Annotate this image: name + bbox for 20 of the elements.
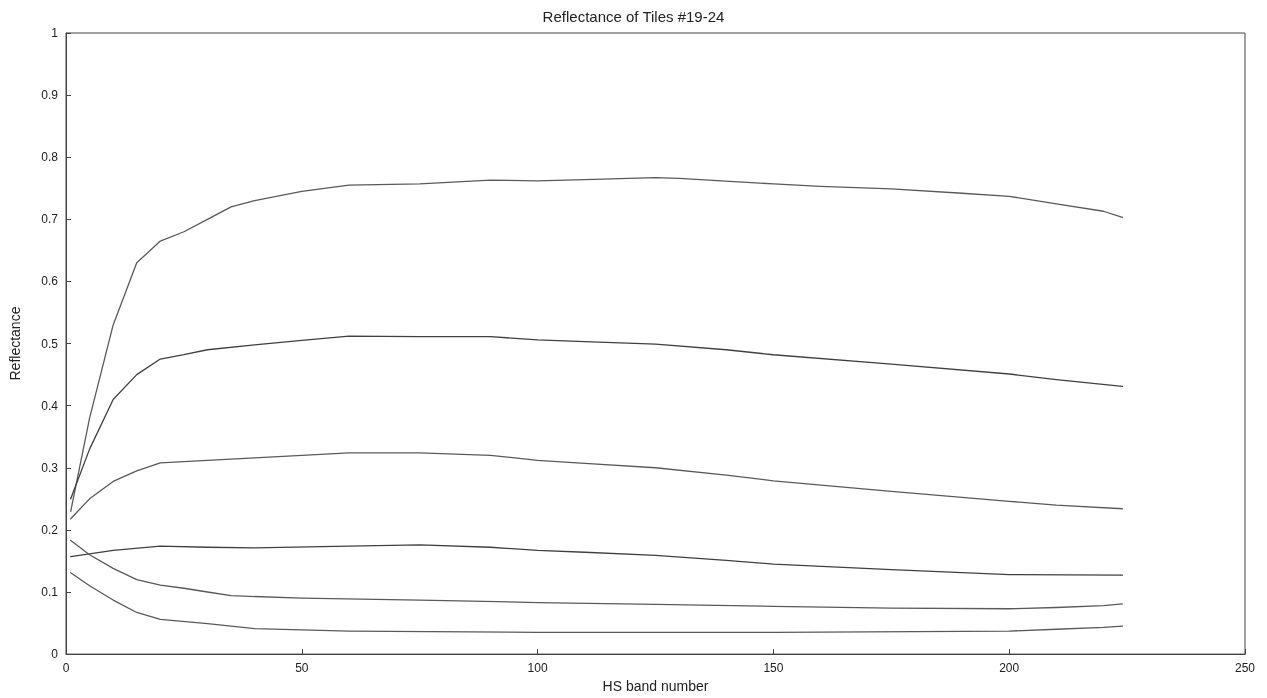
y-tick-label: 0 <box>51 647 59 662</box>
x-axis-title: HS band number <box>602 678 709 694</box>
x-tick-label: 250 <box>1234 661 1256 676</box>
y-tick-label: 0.3 <box>41 460 59 475</box>
y-tick-label: 0.9 <box>41 88 59 103</box>
chart-title: Reflectance of Tiles #19-24 <box>542 8 725 25</box>
y-tick-label: 0.4 <box>41 398 59 413</box>
x-tick-label: 200 <box>999 661 1020 676</box>
y-tick-label: 0.1 <box>41 584 59 599</box>
y-tick-label: 0.7 <box>41 212 59 227</box>
y-axis-title: Reflectance <box>7 306 23 381</box>
y-tick-label: 0.5 <box>41 336 59 351</box>
x-tick-label: 100 <box>527 661 548 676</box>
y-tick-label: 0.2 <box>41 522 59 537</box>
y-tick-label: 1 <box>51 26 59 40</box>
x-tick-label: 0 <box>62 661 70 676</box>
y-tick-label: 0.8 <box>41 150 59 165</box>
x-tick-label: 50 <box>295 661 309 676</box>
x-tick-label: 150 <box>763 661 784 676</box>
y-tick-label: 0.6 <box>41 274 59 289</box>
